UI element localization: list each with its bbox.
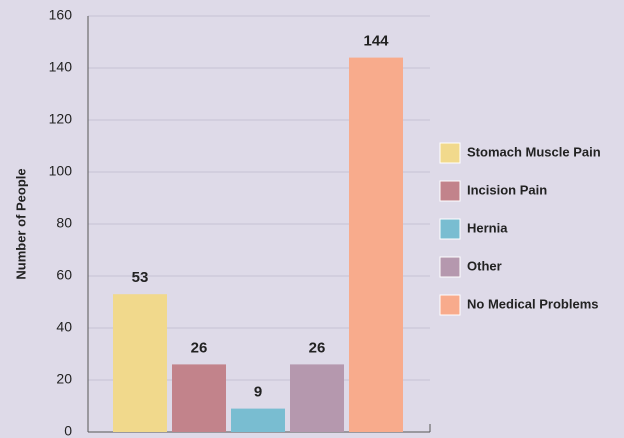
legend-label: No Medical Problems bbox=[467, 296, 598, 311]
legend-swatch bbox=[439, 294, 461, 316]
legend-swatch bbox=[439, 180, 461, 202]
legend-label: Stomach Muscle Pain bbox=[467, 144, 601, 159]
bar bbox=[172, 364, 226, 432]
y-tick-label: 100 bbox=[49, 163, 73, 179]
data-label: 26 bbox=[191, 339, 208, 356]
data-label: 144 bbox=[363, 33, 389, 50]
bar bbox=[290, 364, 344, 432]
y-axis-label: Number of People bbox=[13, 168, 28, 279]
legend-swatch bbox=[439, 218, 461, 240]
legend-label: Incision Pain bbox=[467, 182, 547, 197]
y-tick-label: 60 bbox=[56, 267, 72, 283]
bar bbox=[349, 57, 403, 432]
y-tick-label: 20 bbox=[56, 371, 72, 387]
y-tick-label: 40 bbox=[56, 319, 72, 335]
legend-swatch bbox=[439, 142, 461, 164]
data-label: 53 bbox=[132, 269, 149, 286]
data-label: 26 bbox=[309, 339, 326, 356]
bar bbox=[231, 408, 285, 432]
y-tick-label: 140 bbox=[49, 59, 73, 75]
bar bbox=[113, 294, 167, 432]
y-tick-label: 120 bbox=[49, 111, 73, 127]
legend-label: Other bbox=[467, 258, 502, 273]
y-tick-label: 80 bbox=[56, 215, 72, 231]
y-tick-label: 0 bbox=[64, 423, 72, 438]
data-label: 9 bbox=[254, 384, 262, 401]
legend-swatch bbox=[439, 256, 461, 278]
y-tick-label: 160 bbox=[49, 7, 73, 23]
legend-label: Hernia bbox=[467, 220, 508, 235]
